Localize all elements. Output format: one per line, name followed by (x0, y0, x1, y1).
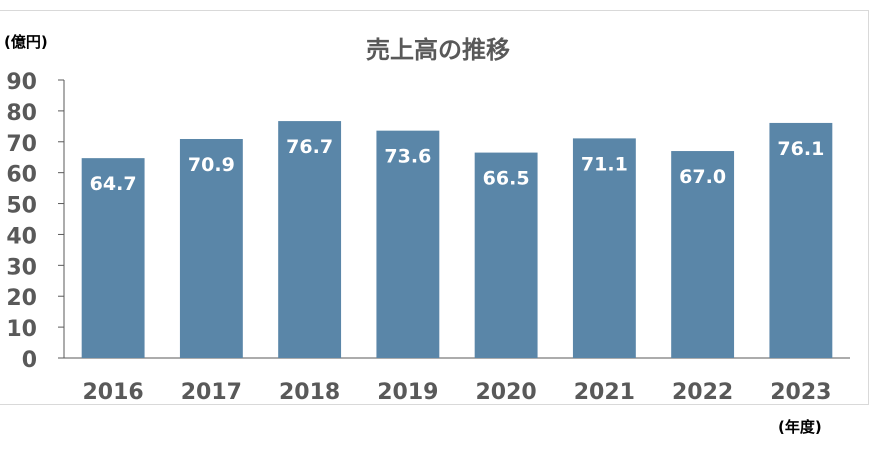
x-tick-label: 2019 (377, 380, 438, 405)
x-tick-label: 2020 (476, 380, 537, 405)
bar-2021 (572, 138, 636, 358)
x-tick-label: 2021 (574, 380, 635, 405)
y-tick-label: 70 (6, 132, 37, 157)
y-tick-label: 0 (22, 348, 37, 373)
chart-title: 売上高の推移 (366, 36, 510, 64)
x-tick-label: 2018 (279, 380, 340, 405)
bar-2023 (769, 122, 833, 359)
y-tick-label: 50 (6, 194, 37, 219)
x-axis-unit-label: (年度) (778, 418, 822, 436)
bar-2018 (278, 121, 342, 359)
y-tick-label: 60 (6, 163, 37, 188)
chart-frame (0, 10, 869, 405)
bar-2022 (671, 151, 735, 358)
bar-2020 (474, 152, 538, 358)
y-axis-unit-label: (億円) (4, 33, 48, 51)
y-tick-label: 80 (6, 101, 37, 126)
y-tick-label: 40 (6, 224, 37, 249)
bar-value-label: 67.0 (679, 166, 726, 188)
y-tick-label: 90 (6, 70, 37, 95)
bar-value-label: 64.7 (90, 173, 137, 195)
bar-value-label: 73.6 (384, 146, 431, 168)
x-tick-label: 2022 (672, 380, 733, 405)
bar-value-label: 76.7 (286, 136, 333, 158)
bar-2019 (376, 130, 440, 358)
y-tick-label: 10 (6, 317, 37, 342)
x-tick-label: 2016 (83, 380, 144, 405)
y-tick-label: 20 (6, 286, 37, 311)
bar-2017 (179, 138, 243, 358)
bar-value-label: 71.1 (581, 153, 628, 175)
y-tick-label: 30 (6, 255, 37, 280)
x-tick-label: 2017 (181, 380, 242, 405)
bar-value-label: 66.5 (483, 168, 530, 190)
bar-2016 (81, 158, 145, 358)
x-tick-label: 2023 (770, 380, 831, 405)
bar-value-label: 76.1 (777, 138, 824, 160)
bar-value-label: 70.9 (188, 154, 235, 176)
